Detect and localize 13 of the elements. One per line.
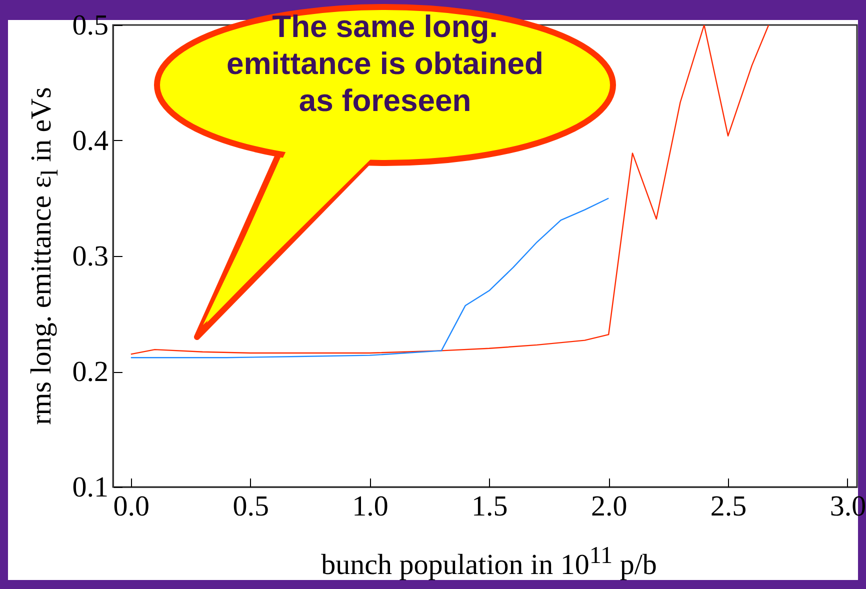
x-tick-label: 2.0 <box>590 490 628 522</box>
x-tick-label: 0.0 <box>113 490 150 522</box>
x-tick-label: 1.5 <box>472 490 508 522</box>
y-tick-label: 0.4 <box>72 125 109 157</box>
y-tick-label: 0.2 <box>72 356 108 388</box>
x-tick-label: 2.5 <box>710 490 747 522</box>
y-tick-label: 0.1 <box>72 472 108 504</box>
x-axis-title: bunch population in 10$^{11}$ p/b <box>321 542 657 582</box>
y-tick-label: 0.3 <box>72 240 108 272</box>
annotation: The same long. emittance is obtained as foreseen <box>226 8 544 119</box>
x-tick-label: 0.5 <box>232 490 269 522</box>
line-series <box>130 198 610 358</box>
x-tick-label: 1.0 <box>352 490 388 522</box>
